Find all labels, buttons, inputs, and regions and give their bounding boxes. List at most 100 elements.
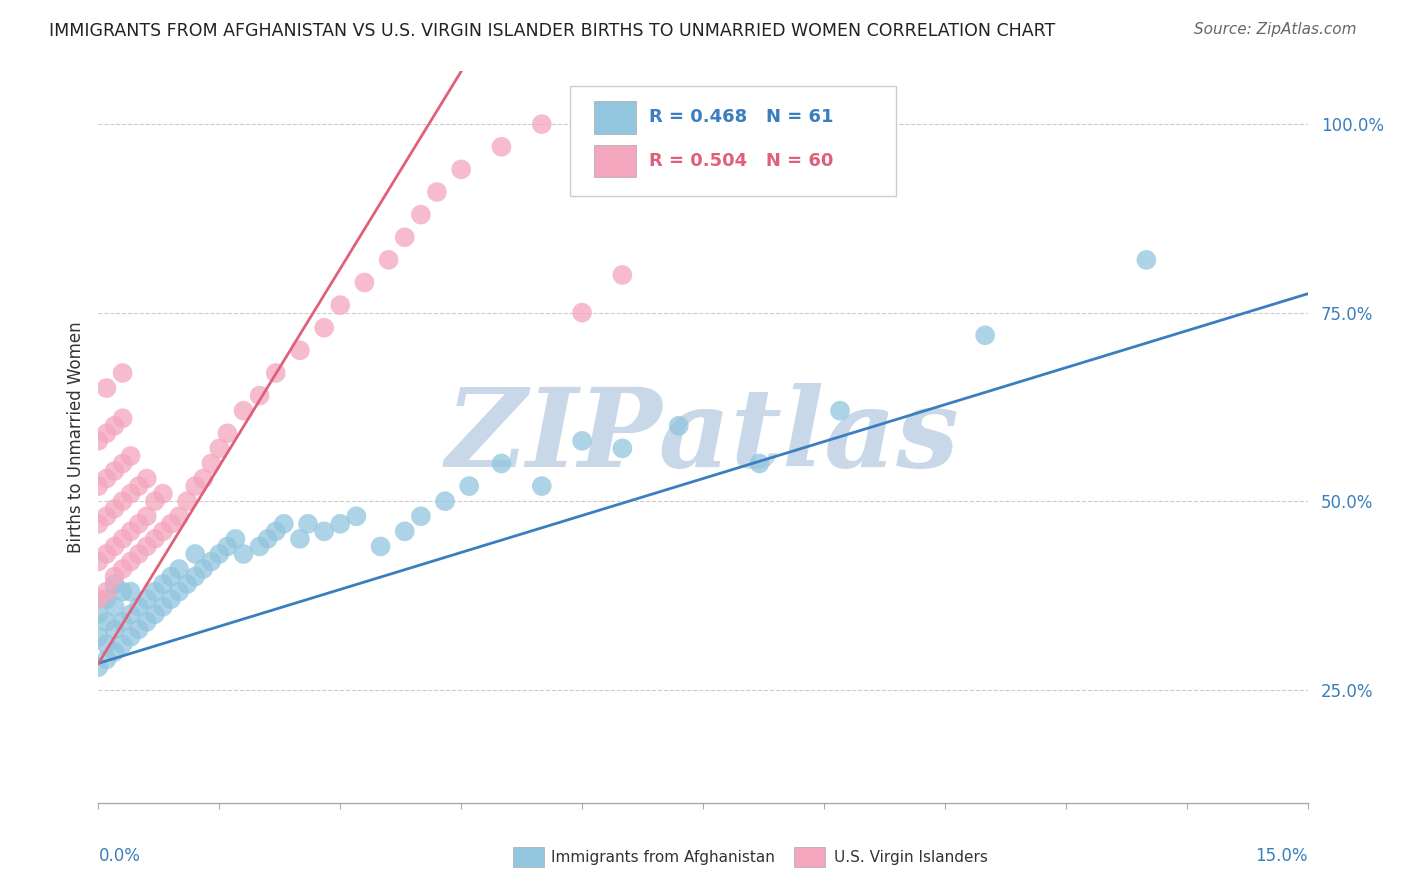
Point: [167, 584, 190, 599]
Point: [288, 343, 311, 358]
FancyBboxPatch shape: [595, 101, 637, 134]
Point: [96, 584, 118, 599]
Point: [409, 208, 432, 222]
Point: [120, 607, 142, 622]
Point: [152, 599, 174, 614]
Point: [103, 418, 125, 433]
Point: [87, 516, 110, 531]
Point: [152, 577, 174, 591]
FancyBboxPatch shape: [595, 145, 637, 178]
Point: [434, 494, 457, 508]
Point: [176, 577, 198, 591]
Point: [530, 117, 553, 131]
Point: [96, 652, 118, 666]
Point: [96, 637, 118, 651]
Point: [344, 509, 367, 524]
Point: [103, 464, 125, 478]
Point: [426, 185, 449, 199]
Point: [111, 494, 134, 508]
Point: [193, 471, 215, 485]
Point: [87, 434, 110, 448]
Point: [160, 516, 183, 531]
Point: [111, 457, 134, 471]
Point: [96, 509, 118, 524]
Point: [288, 532, 311, 546]
Text: 0.0%: 0.0%: [98, 847, 141, 864]
Text: ZIPatlas: ZIPatlas: [446, 384, 960, 491]
Point: [668, 418, 690, 433]
Point: [256, 532, 278, 546]
Point: [974, 328, 997, 343]
Point: [160, 569, 183, 583]
Point: [103, 501, 125, 516]
Point: [1135, 252, 1157, 267]
Point: [208, 547, 231, 561]
Point: [314, 524, 336, 539]
Point: [409, 509, 432, 524]
Point: [87, 660, 110, 674]
Point: [96, 426, 118, 441]
Point: [249, 389, 271, 403]
Point: [111, 584, 134, 599]
Point: [571, 434, 593, 448]
Point: [232, 547, 254, 561]
Point: [264, 524, 287, 539]
Point: [96, 592, 118, 607]
Point: [249, 540, 271, 554]
Point: [103, 540, 125, 554]
Point: [143, 494, 166, 508]
Point: [264, 366, 287, 380]
Point: [128, 623, 150, 637]
Point: [491, 140, 513, 154]
Point: [103, 623, 125, 637]
Text: U.S. Virgin Islanders: U.S. Virgin Islanders: [834, 850, 987, 864]
Point: [111, 637, 134, 651]
Text: IMMIGRANTS FROM AFGHANISTAN VS U.S. VIRGIN ISLANDER BIRTHS TO UNMARRIED WOMEN CO: IMMIGRANTS FROM AFGHANISTAN VS U.S. VIRG…: [49, 22, 1056, 40]
Point: [353, 276, 375, 290]
Point: [128, 599, 150, 614]
Point: [120, 524, 142, 539]
Point: [135, 540, 157, 554]
Point: [176, 494, 198, 508]
Point: [135, 592, 157, 607]
Text: R = 0.504   N = 60: R = 0.504 N = 60: [648, 152, 832, 169]
Point: [87, 592, 110, 607]
Point: [828, 403, 851, 417]
Point: [103, 569, 125, 583]
Point: [111, 532, 134, 546]
FancyBboxPatch shape: [569, 86, 897, 195]
Point: [87, 630, 110, 644]
Text: Source: ZipAtlas.com: Source: ZipAtlas.com: [1194, 22, 1357, 37]
Point: [208, 442, 231, 456]
Point: [232, 403, 254, 417]
Point: [152, 486, 174, 500]
Point: [111, 411, 134, 425]
Point: [184, 547, 207, 561]
Point: [748, 457, 770, 471]
Point: [143, 532, 166, 546]
Point: [193, 562, 215, 576]
Point: [120, 554, 142, 568]
Text: R = 0.468   N = 61: R = 0.468 N = 61: [648, 108, 834, 126]
Point: [87, 479, 110, 493]
Point: [120, 584, 142, 599]
Point: [571, 306, 593, 320]
Point: [273, 516, 295, 531]
Point: [200, 457, 222, 471]
Point: [87, 554, 110, 568]
Point: [135, 471, 157, 485]
Point: [111, 615, 134, 629]
Point: [167, 509, 190, 524]
Point: [370, 540, 392, 554]
Y-axis label: Births to Unmarried Women: Births to Unmarried Women: [66, 321, 84, 553]
Point: [128, 516, 150, 531]
Point: [458, 479, 481, 493]
Point: [135, 509, 157, 524]
Point: [394, 524, 416, 539]
Point: [143, 607, 166, 622]
Point: [103, 645, 125, 659]
Text: 15.0%: 15.0%: [1256, 847, 1308, 864]
Point: [329, 516, 352, 531]
Point: [120, 486, 142, 500]
Point: [152, 524, 174, 539]
